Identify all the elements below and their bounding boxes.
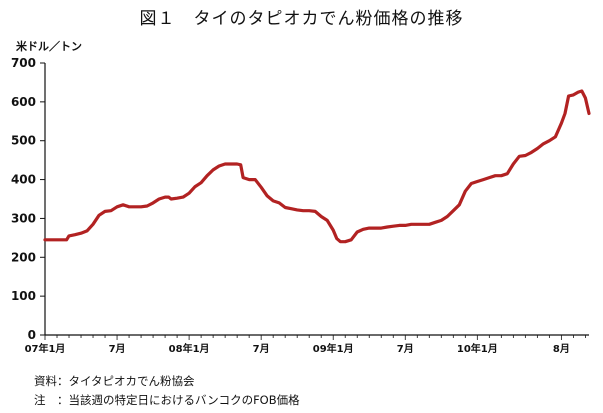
y-tick-label: 600 — [11, 95, 36, 109]
y-tick-label: 300 — [11, 211, 36, 225]
x-tick-label: 08年1月 — [169, 342, 210, 355]
chart-series — [43, 89, 591, 244]
x-tick-label: 7月 — [253, 343, 270, 355]
y-tick-label: 700 — [11, 56, 36, 70]
x-tick-label: 09年1月 — [313, 342, 354, 355]
chart-notes: 資料：タイタピオカでん粉協会 注 ：当該週の特定日におけるバンコクのFOB価格 — [34, 372, 300, 410]
y-tick-label: 100 — [11, 289, 36, 303]
y-tick-label: 400 — [11, 173, 36, 187]
y-tick-label: 500 — [11, 134, 36, 148]
y-tick-label: 200 — [11, 250, 36, 264]
footnote: 注 ：当該週の特定日におけるバンコクのFOB価格 — [34, 393, 300, 407]
x-tick-label: 07年1月 — [25, 342, 66, 355]
y-tick-label: 0 — [28, 328, 36, 342]
price-series-line — [43, 89, 591, 244]
source-note: 資料：タイタピオカでん粉協会 — [34, 374, 195, 388]
x-tick-label: 7月 — [397, 343, 414, 355]
x-tick-label: 10年1月 — [457, 342, 498, 355]
chart-ticks: 0 100 200 300 400 500 600 700 07年1月 7月 08年1月 7月 09年1… — [11, 56, 586, 355]
chart-axes — [44, 63, 589, 336]
x-tick-label: 8月 — [553, 343, 570, 355]
chart-title: 図１ タイのタピオカでん粉価格の推移 — [139, 9, 464, 29]
x-tick-label: 7月 — [109, 343, 126, 355]
y-axis-unit-label: 米ドル／トン — [16, 40, 82, 53]
